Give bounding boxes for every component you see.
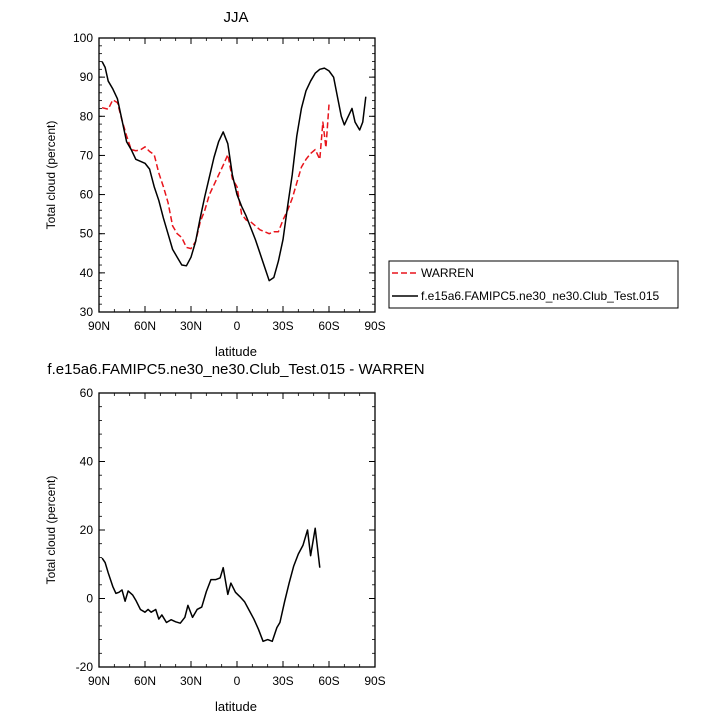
top-y-ticks: 30 40 50 60 70 80 90 100: [73, 31, 375, 319]
top-y-axis-label: Total cloud (percent): [44, 121, 58, 230]
top-x-tick-label: 90S: [364, 319, 385, 333]
top-x-axis-label: latitude: [215, 344, 257, 359]
bottom-x-ticks: 90N 60N 30N 0 30S 60S 90S: [88, 393, 386, 688]
bottom-plot-area: [101, 527, 321, 643]
top-y-tick-label: 60: [80, 188, 94, 202]
legend: WARREN f.e15a6.FAMIPC5.ne30_ne30.Club_Te…: [388, 260, 679, 309]
legend-box: [388, 260, 679, 309]
bottom-x-tick-label: 90N: [88, 674, 110, 688]
bottom-y-tick-label: 20: [80, 523, 94, 537]
bottom-y-tick-label: 40: [80, 455, 94, 469]
bottom-y-tick-label: -20: [76, 660, 94, 674]
top-y-tick-label: 90: [80, 70, 94, 84]
bottom-series-line-0: [101, 527, 321, 643]
top-x-tick-label: 30N: [180, 319, 202, 333]
bottom-y-ticks: -20 0 20 40 60: [76, 386, 375, 674]
top-gridless-area: [101, 61, 367, 282]
top-x-ticks: 90N 60N 30N 0 30S 60S 90S: [88, 38, 386, 333]
bottom-x-axis-label: latitude: [215, 699, 257, 714]
bottom-x-tick-label: 60N: [134, 674, 156, 688]
bottom-x-tick-label: 0: [234, 674, 241, 688]
top-x-tick-label: 90N: [88, 319, 110, 333]
top-series-line-0: [101, 99, 330, 250]
legend-warren-label: WARREN: [421, 266, 474, 280]
top-x-tick-label: 30S: [272, 319, 293, 333]
bottom-y-tick-label: 0: [86, 592, 93, 606]
legend-model-label: f.e15a6.FAMIPC5.ne30_ne30.Club_Test.015: [421, 289, 659, 303]
top-y-tick-label: 50: [80, 227, 94, 241]
top-panel: JJA 90N 60N 30N 0 30S 60S 90S 30 40 50 60 70 80 90 10…: [44, 9, 386, 359]
top-y-tick-label: 70: [80, 148, 94, 162]
bottom-plot-frame: [98, 392, 376, 668]
bottom-x-tick-label: 30N: [180, 674, 202, 688]
top-series-line-1: [101, 61, 367, 282]
top-x-tick-label: 0: [234, 319, 241, 333]
bottom-y-axis-label: Total cloud (percent): [44, 476, 58, 585]
bottom-x-tick-label: 60S: [318, 674, 339, 688]
top-y-tick-label: 100: [73, 31, 93, 45]
top-x-tick-label: 60N: [134, 319, 156, 333]
top-y-tick-label: 30: [80, 305, 94, 319]
top-x-tick-label: 60S: [318, 319, 339, 333]
bottom-title: f.e15a6.FAMIPC5.ne30_ne30.Club_Test.015 …: [47, 361, 424, 378]
top-y-tick-label: 40: [80, 266, 94, 280]
top-y-tick-label: 80: [80, 109, 94, 123]
bottom-panel: f.e15a6.FAMIPC5.ne30_ne30.Club_Test.015 …: [44, 361, 425, 714]
bottom-x-tick-label: 90S: [364, 674, 385, 688]
top-title: JJA: [223, 9, 248, 26]
bottom-y-tick-label: 60: [80, 386, 94, 400]
bottom-x-tick-label: 30S: [272, 674, 293, 688]
